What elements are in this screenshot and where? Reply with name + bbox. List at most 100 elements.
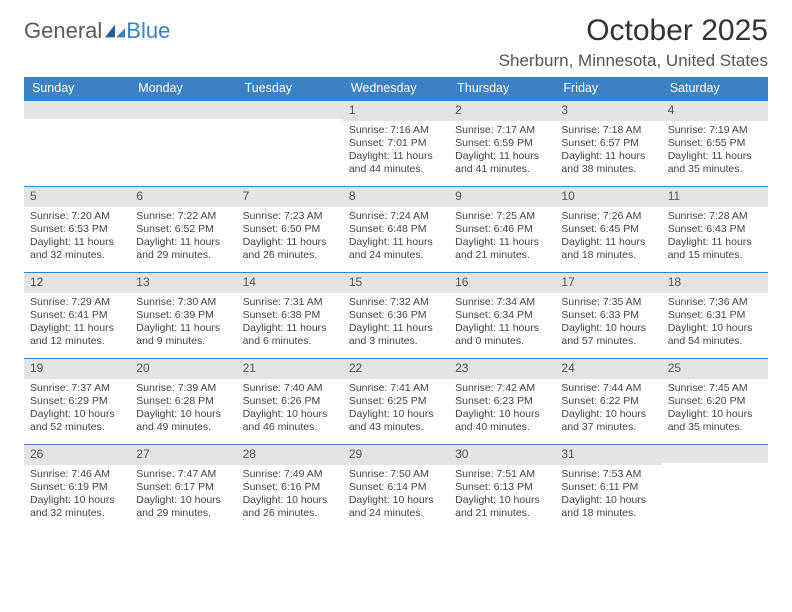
daylight-line-1: Daylight: 10 hours bbox=[668, 322, 762, 335]
day-details: Sunrise: 7:19 AMSunset: 6:55 PMDaylight:… bbox=[662, 121, 768, 181]
daylight-line-2: and 0 minutes. bbox=[455, 335, 549, 348]
calendar-cell: 17Sunrise: 7:35 AMSunset: 6:33 PMDayligh… bbox=[555, 273, 661, 359]
daylight-line-2: and 24 minutes. bbox=[349, 249, 443, 262]
sunset-line: Sunset: 6:53 PM bbox=[30, 223, 124, 236]
calendar-cell: 16Sunrise: 7:34 AMSunset: 6:34 PMDayligh… bbox=[449, 273, 555, 359]
sunrise-line: Sunrise: 7:37 AM bbox=[30, 382, 124, 395]
daylight-line-2: and 40 minutes. bbox=[455, 421, 549, 434]
day-details: Sunrise: 7:53 AMSunset: 6:11 PMDaylight:… bbox=[555, 465, 661, 525]
sunrise-line: Sunrise: 7:40 AM bbox=[243, 382, 337, 395]
month-title: October 2025 bbox=[499, 14, 768, 47]
sunset-line: Sunset: 6:23 PM bbox=[455, 395, 549, 408]
daylight-line-2: and 29 minutes. bbox=[136, 507, 230, 520]
daylight-line-2: and 3 minutes. bbox=[349, 335, 443, 348]
logo-text-blue: Blue bbox=[126, 18, 170, 44]
daylight-line-2: and 49 minutes. bbox=[136, 421, 230, 434]
day-number: 2 bbox=[449, 101, 555, 121]
sunrise-line: Sunrise: 7:26 AM bbox=[561, 210, 655, 223]
day-header: Tuesday bbox=[237, 77, 343, 101]
day-header: Sunday bbox=[24, 77, 130, 101]
sunset-line: Sunset: 6:55 PM bbox=[668, 137, 762, 150]
day-details: Sunrise: 7:46 AMSunset: 6:19 PMDaylight:… bbox=[24, 465, 130, 525]
calendar-cell bbox=[662, 445, 768, 531]
day-details: Sunrise: 7:45 AMSunset: 6:20 PMDaylight:… bbox=[662, 379, 768, 439]
sunrise-line: Sunrise: 7:49 AM bbox=[243, 468, 337, 481]
day-number: 20 bbox=[130, 359, 236, 379]
sunrise-line: Sunrise: 7:41 AM bbox=[349, 382, 443, 395]
sunrise-line: Sunrise: 7:29 AM bbox=[30, 296, 124, 309]
sunrise-line: Sunrise: 7:31 AM bbox=[243, 296, 337, 309]
calendar-page: General Blue October 2025 Sherburn, Minn… bbox=[0, 0, 792, 551]
day-number: 30 bbox=[449, 445, 555, 465]
calendar-cell: 22Sunrise: 7:41 AMSunset: 6:25 PMDayligh… bbox=[343, 359, 449, 445]
calendar-week-row: 1Sunrise: 7:16 AMSunset: 7:01 PMDaylight… bbox=[24, 101, 768, 187]
day-details: Sunrise: 7:18 AMSunset: 6:57 PMDaylight:… bbox=[555, 121, 661, 181]
sunset-line: Sunset: 6:39 PM bbox=[136, 309, 230, 322]
daylight-line-2: and 29 minutes. bbox=[136, 249, 230, 262]
calendar-cell: 2Sunrise: 7:17 AMSunset: 6:59 PMDaylight… bbox=[449, 101, 555, 187]
daylight-line-1: Daylight: 10 hours bbox=[243, 408, 337, 421]
daylight-line-1: Daylight: 11 hours bbox=[668, 150, 762, 163]
empty-day-bar bbox=[24, 101, 130, 119]
day-details: Sunrise: 7:40 AMSunset: 6:26 PMDaylight:… bbox=[237, 379, 343, 439]
day-details: Sunrise: 7:24 AMSunset: 6:48 PMDaylight:… bbox=[343, 207, 449, 267]
daylight-line-1: Daylight: 10 hours bbox=[136, 494, 230, 507]
sunrise-line: Sunrise: 7:51 AM bbox=[455, 468, 549, 481]
sunset-line: Sunset: 6:34 PM bbox=[455, 309, 549, 322]
sunset-line: Sunset: 6:29 PM bbox=[30, 395, 124, 408]
daylight-line-1: Daylight: 11 hours bbox=[561, 150, 655, 163]
calendar-body: 1Sunrise: 7:16 AMSunset: 7:01 PMDaylight… bbox=[24, 101, 768, 531]
day-number: 15 bbox=[343, 273, 449, 293]
sunset-line: Sunset: 6:38 PM bbox=[243, 309, 337, 322]
day-number: 4 bbox=[662, 101, 768, 121]
day-number: 22 bbox=[343, 359, 449, 379]
calendar-cell: 8Sunrise: 7:24 AMSunset: 6:48 PMDaylight… bbox=[343, 187, 449, 273]
calendar-cell bbox=[24, 101, 130, 187]
daylight-line-2: and 9 minutes. bbox=[136, 335, 230, 348]
daylight-line-1: Daylight: 11 hours bbox=[136, 236, 230, 249]
logo: General Blue bbox=[24, 14, 170, 44]
sunrise-line: Sunrise: 7:35 AM bbox=[561, 296, 655, 309]
calendar-cell bbox=[237, 101, 343, 187]
calendar-cell: 28Sunrise: 7:49 AMSunset: 6:16 PMDayligh… bbox=[237, 445, 343, 531]
sunrise-line: Sunrise: 7:30 AM bbox=[136, 296, 230, 309]
sunrise-line: Sunrise: 7:17 AM bbox=[455, 124, 549, 137]
sunset-line: Sunset: 6:16 PM bbox=[243, 481, 337, 494]
sunset-line: Sunset: 6:45 PM bbox=[561, 223, 655, 236]
sunset-line: Sunset: 6:31 PM bbox=[668, 309, 762, 322]
calendar-cell: 27Sunrise: 7:47 AMSunset: 6:17 PMDayligh… bbox=[130, 445, 236, 531]
sunrise-line: Sunrise: 7:24 AM bbox=[349, 210, 443, 223]
empty-day-bar bbox=[130, 101, 236, 119]
day-number: 3 bbox=[555, 101, 661, 121]
day-details: Sunrise: 7:35 AMSunset: 6:33 PMDaylight:… bbox=[555, 293, 661, 353]
sunrise-line: Sunrise: 7:23 AM bbox=[243, 210, 337, 223]
daylight-line-1: Daylight: 10 hours bbox=[136, 408, 230, 421]
calendar-cell: 4Sunrise: 7:19 AMSunset: 6:55 PMDaylight… bbox=[662, 101, 768, 187]
sunset-line: Sunset: 6:57 PM bbox=[561, 137, 655, 150]
calendar-cell: 26Sunrise: 7:46 AMSunset: 6:19 PMDayligh… bbox=[24, 445, 130, 531]
daylight-line-1: Daylight: 11 hours bbox=[243, 322, 337, 335]
calendar-week-row: 26Sunrise: 7:46 AMSunset: 6:19 PMDayligh… bbox=[24, 445, 768, 531]
calendar-cell: 12Sunrise: 7:29 AMSunset: 6:41 PMDayligh… bbox=[24, 273, 130, 359]
sunrise-line: Sunrise: 7:34 AM bbox=[455, 296, 549, 309]
day-details: Sunrise: 7:28 AMSunset: 6:43 PMDaylight:… bbox=[662, 207, 768, 267]
sunset-line: Sunset: 6:50 PM bbox=[243, 223, 337, 236]
calendar-cell: 30Sunrise: 7:51 AMSunset: 6:13 PMDayligh… bbox=[449, 445, 555, 531]
daylight-line-1: Daylight: 10 hours bbox=[561, 322, 655, 335]
empty-day-bar bbox=[662, 445, 768, 463]
sunset-line: Sunset: 6:59 PM bbox=[455, 137, 549, 150]
calendar-cell: 9Sunrise: 7:25 AMSunset: 6:46 PMDaylight… bbox=[449, 187, 555, 273]
day-header: Wednesday bbox=[343, 77, 449, 101]
day-details: Sunrise: 7:16 AMSunset: 7:01 PMDaylight:… bbox=[343, 121, 449, 181]
page-header: General Blue October 2025 Sherburn, Minn… bbox=[24, 14, 768, 71]
daylight-line-2: and 38 minutes. bbox=[561, 163, 655, 176]
empty-day-bar bbox=[237, 101, 343, 119]
day-details: Sunrise: 7:50 AMSunset: 6:14 PMDaylight:… bbox=[343, 465, 449, 525]
day-header: Saturday bbox=[662, 77, 768, 101]
calendar-week-row: 12Sunrise: 7:29 AMSunset: 6:41 PMDayligh… bbox=[24, 273, 768, 359]
daylight-line-1: Daylight: 10 hours bbox=[349, 494, 443, 507]
calendar-cell bbox=[130, 101, 236, 187]
daylight-line-2: and 12 minutes. bbox=[30, 335, 124, 348]
sunrise-line: Sunrise: 7:39 AM bbox=[136, 382, 230, 395]
sunset-line: Sunset: 6:43 PM bbox=[668, 223, 762, 236]
